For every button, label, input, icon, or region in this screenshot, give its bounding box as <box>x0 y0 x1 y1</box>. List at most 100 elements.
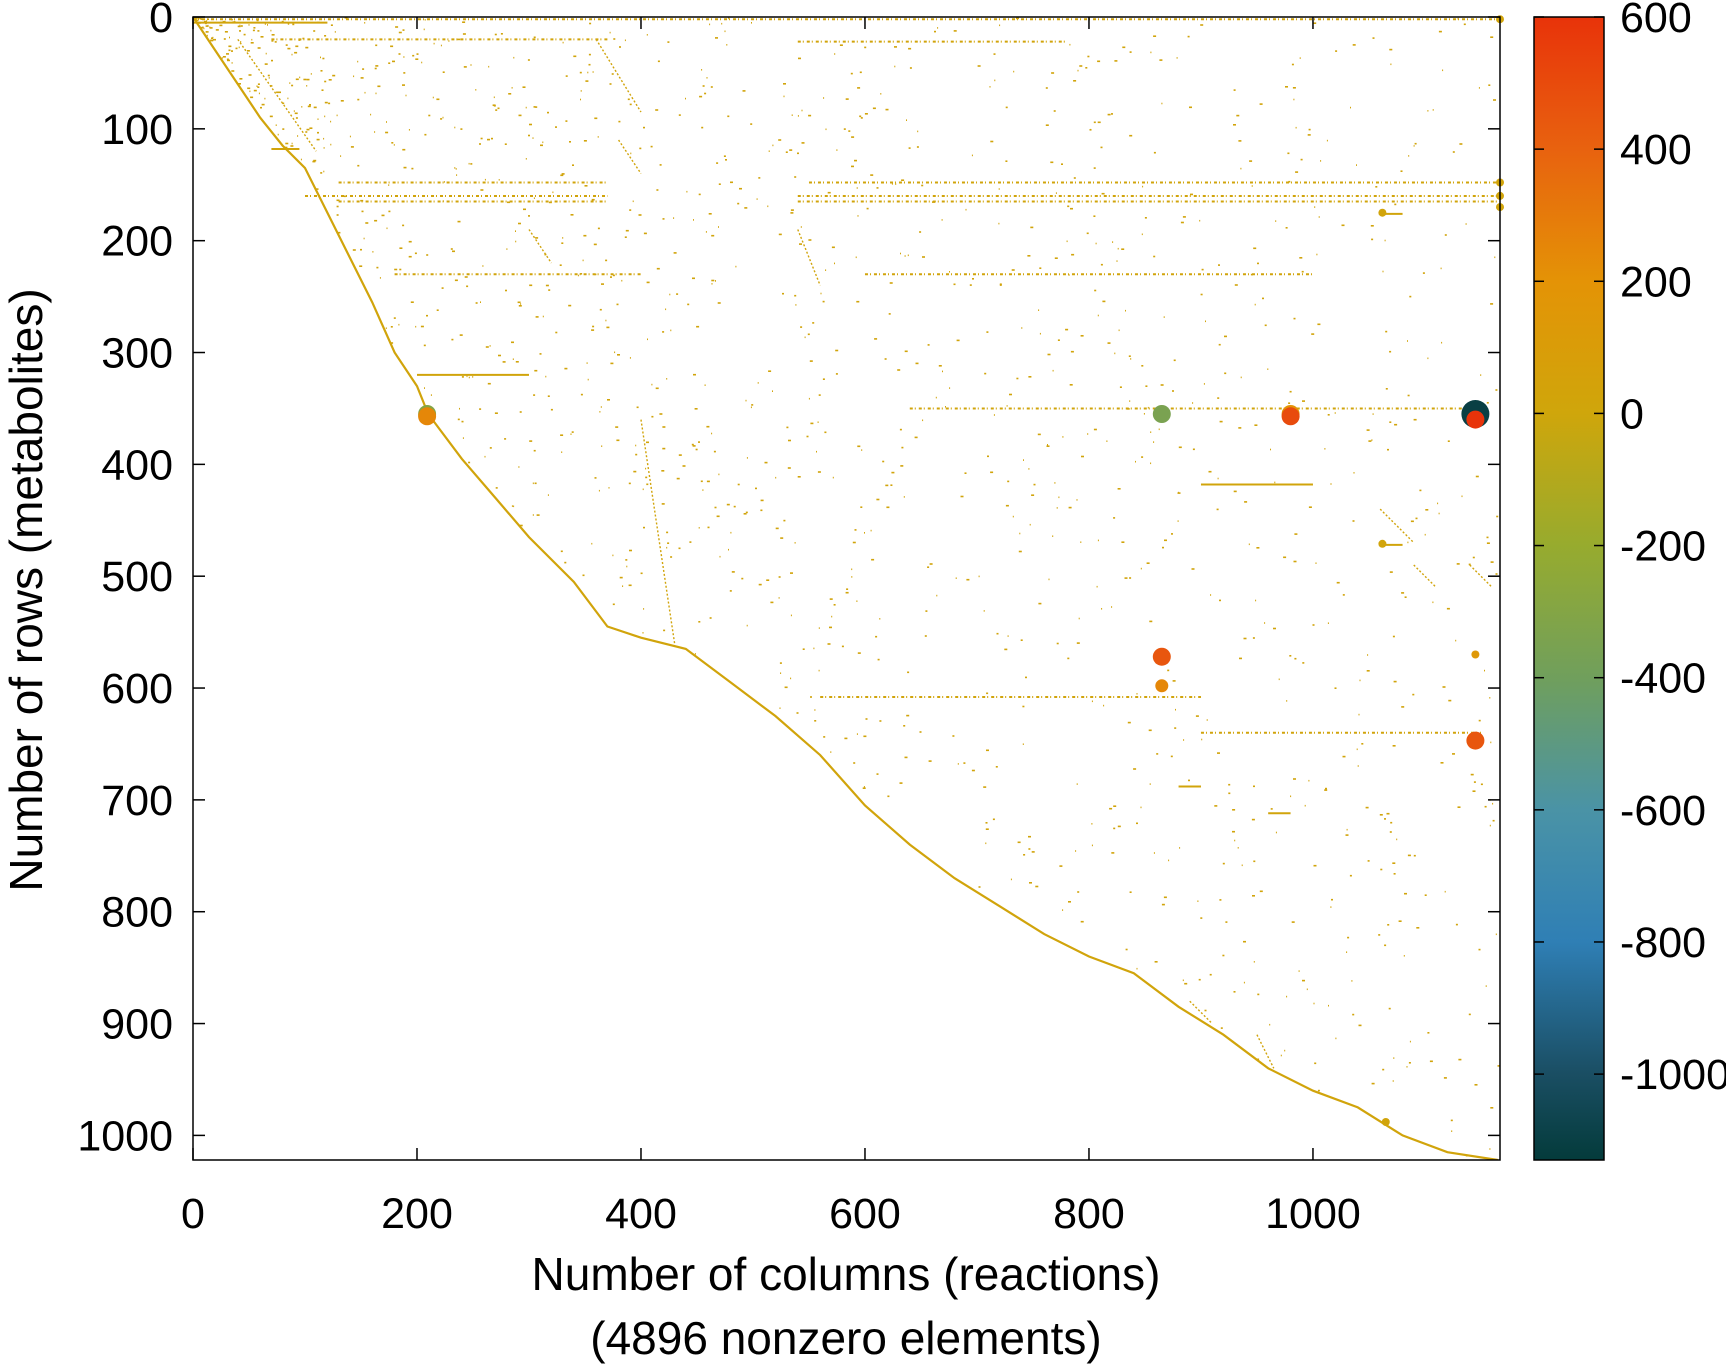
nonzero-element <box>1176 57 1178 59</box>
nonzero-element <box>494 412 498 414</box>
nonzero-element <box>917 130 919 133</box>
nonzero-element <box>611 73 614 75</box>
nonzero-element <box>737 202 740 205</box>
nonzero-element <box>1144 217 1147 219</box>
nonzero-element <box>1079 65 1083 67</box>
nonzero-element <box>1070 207 1073 210</box>
nonzero-element <box>332 74 336 77</box>
nonzero-element <box>676 477 680 480</box>
nonzero-element <box>231 62 233 64</box>
nonzero-element <box>889 282 893 284</box>
nonzero-element <box>802 648 805 650</box>
nonzero-element <box>423 28 425 31</box>
nonzero-element <box>1149 783 1151 785</box>
nonzero-element <box>817 471 821 473</box>
nonzero-element <box>357 60 359 63</box>
nonzero-element <box>268 77 270 79</box>
nonzero-element <box>1254 303 1256 306</box>
nonzero-element <box>1129 577 1132 579</box>
nonzero-element <box>393 144 395 146</box>
nonzero-element <box>294 112 298 115</box>
nonzero-element <box>1367 654 1369 656</box>
value-marker <box>1281 407 1300 426</box>
nonzero-element <box>900 465 904 467</box>
nonzero-element <box>322 57 325 60</box>
nonzero-element <box>629 357 631 359</box>
nonzero-element <box>533 197 535 199</box>
nonzero-element <box>1490 741 1492 744</box>
nonzero-element <box>1243 981 1245 984</box>
nonzero-element <box>313 30 316 32</box>
nonzero-element <box>459 334 463 336</box>
nonzero-element <box>1350 106 1351 109</box>
nonzero-element <box>1299 57 1301 59</box>
nonzero-element <box>666 546 668 549</box>
nonzero-element <box>267 74 270 77</box>
nonzero-element <box>364 91 366 94</box>
nonzero-element <box>408 255 412 258</box>
nonzero-element <box>275 124 277 126</box>
nonzero-element <box>430 394 432 396</box>
nonzero-element <box>1455 923 1458 926</box>
nonzero-element <box>591 198 595 201</box>
nonzero-element <box>1253 860 1256 863</box>
nonzero-element <box>731 571 735 573</box>
nonzero-element <box>534 482 537 485</box>
nonzero-element <box>1192 448 1195 451</box>
nonzero-element <box>779 707 781 709</box>
nonzero-element <box>1107 342 1111 344</box>
nonzero-element <box>295 117 298 119</box>
x-axis-subtitle: (4896 nonzero elements) <box>590 1312 1101 1364</box>
nonzero-element <box>836 149 838 151</box>
nonzero-element <box>1486 536 1489 539</box>
nonzero-element <box>833 604 836 606</box>
nonzero-element <box>1313 22 1317 24</box>
nonzero-element <box>565 75 568 77</box>
nonzero-element <box>1252 637 1255 639</box>
nonzero-element <box>711 432 713 435</box>
colorbar <box>1533 16 1605 1161</box>
nonzero-element <box>299 76 301 79</box>
nonzero-element <box>760 509 763 512</box>
nonzero-element <box>1331 898 1333 901</box>
nonzero-element <box>848 130 851 132</box>
nonzero-element <box>790 614 792 617</box>
nonzero-element <box>1205 320 1206 323</box>
nonzero-element <box>626 565 628 568</box>
nonzero-element <box>1312 624 1315 626</box>
nonzero-element <box>306 85 308 87</box>
colorbar-tick-label: -600 <box>1620 787 1706 835</box>
nonzero-element <box>746 624 748 627</box>
nonzero-element <box>646 34 648 36</box>
nonzero-element <box>937 27 939 29</box>
nonzero-element <box>778 233 782 236</box>
nonzero-element <box>935 396 937 399</box>
nonzero-element <box>1219 899 1222 901</box>
nonzero-element <box>994 79 996 82</box>
nonzero-element <box>239 30 241 32</box>
nonzero-element <box>1256 547 1260 549</box>
nonzero-element <box>787 467 791 469</box>
diagonal-band-line <box>193 17 1498 1160</box>
nonzero-element <box>656 267 660 270</box>
nonzero-element <box>1182 979 1184 982</box>
nonzero-element <box>1173 359 1176 362</box>
nonzero-element <box>207 24 209 27</box>
nonzero-element <box>507 201 510 204</box>
nonzero-element <box>1285 227 1288 229</box>
nonzero-element <box>1497 1065 1500 1067</box>
nonzero-element <box>379 277 381 279</box>
nonzero-element <box>797 115 799 117</box>
nonzero-element <box>555 331 558 334</box>
nonzero-element <box>470 163 473 165</box>
nonzero-element <box>622 585 624 587</box>
nonzero-element <box>542 141 544 144</box>
nonzero-element <box>891 471 895 474</box>
nonzero-element <box>795 304 797 306</box>
nonzero-element <box>1368 440 1372 442</box>
nonzero-element <box>1067 657 1070 660</box>
nonzero-element <box>851 136 855 138</box>
nonzero-element <box>746 457 748 459</box>
nonzero-element <box>635 444 637 447</box>
